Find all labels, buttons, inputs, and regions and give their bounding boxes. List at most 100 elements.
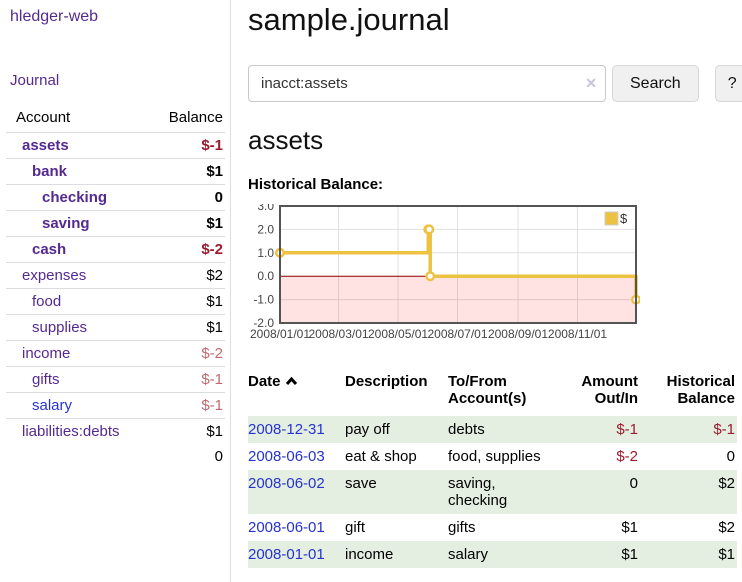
transaction-date-cell: 2008-12-31 xyxy=(248,416,345,443)
sidebar-account-saving[interactable]: saving xyxy=(42,215,90,232)
transaction-date-cell: 2008-06-03 xyxy=(248,443,345,470)
sidebar-account-checking[interactable]: checking xyxy=(42,189,108,206)
chart-x-tick-label: 2008/05/01 xyxy=(368,327,428,341)
transaction-row: 2008-06-03 eat & shop food, supplies $-2 0 xyxy=(248,443,737,470)
transaction-amount: $1 xyxy=(621,519,638,536)
accounts-header-balance: Balance xyxy=(145,105,225,133)
register-header-date: Date xyxy=(248,371,345,416)
account-row: gifts $-1 xyxy=(6,366,225,393)
transaction-balance: $2 xyxy=(718,475,735,492)
transaction-date-link[interactable]: 2008-06-01 xyxy=(248,519,325,536)
sidebar-account-income[interactable]: income xyxy=(22,345,71,362)
transaction-amount: $-2 xyxy=(616,448,638,465)
transaction-balance: 0 xyxy=(726,448,735,465)
chart-y-tick-label: 2.0 xyxy=(257,222,274,236)
transaction-accounts: food, supplies xyxy=(448,448,541,465)
chart-x-tick-label: 2008/11/01 xyxy=(548,327,607,341)
transaction-balance: $-1 xyxy=(713,421,735,438)
account-row: cash $-2 xyxy=(6,236,225,263)
register-header-description: Description xyxy=(345,373,428,390)
transaction-amount: $1 xyxy=(621,546,638,563)
account-row: salary $-1 xyxy=(6,392,225,419)
transaction-date-cell: 2008-01-01 xyxy=(248,541,345,568)
transaction-amount: $-1 xyxy=(616,421,638,438)
sidebar-account-supplies[interactable]: supplies xyxy=(32,319,88,336)
accounts-table: Account Balance assets $-1 bank $1 checking 0… xyxy=(6,105,225,469)
sidebar-account-expenses[interactable]: expenses xyxy=(22,267,87,284)
chart-y-tick-label: 1.0 xyxy=(257,246,274,260)
transaction-accounts: saving, checking xyxy=(448,475,508,509)
sidebar-account-gifts[interactable]: gifts xyxy=(32,371,60,388)
account-balance: $1 xyxy=(145,314,225,341)
account-row: checking 0 xyxy=(6,184,225,211)
transaction-description: income xyxy=(345,546,394,563)
register-table: Date Description To/From Account(s) Amou… xyxy=(248,371,737,568)
historical-balance-chart: $3.0 2.0 1.0 0.0 -1.0 -2.02008/01/012008/03/0… xyxy=(250,199,642,341)
account-balance: $2 xyxy=(145,262,225,289)
transaction-accounts: gifts xyxy=(448,519,476,536)
search-box: ✕ xyxy=(248,65,606,102)
account-balance: $-2 xyxy=(145,340,225,367)
sidebar-account-food[interactable]: food xyxy=(32,293,62,310)
chart-y-tick-label: -1.0 xyxy=(253,293,274,307)
accounts-total-balance: 0 xyxy=(214,448,223,465)
transaction-row: 2008-06-01 gift gifts $1 $2 xyxy=(248,514,737,541)
account-row: expenses $2 xyxy=(6,262,225,289)
page-title: sample.journal xyxy=(248,2,450,37)
chart-title: Historical Balance: xyxy=(248,176,384,193)
account-balance: $-2 xyxy=(145,236,225,263)
transaction-row: 2008-06-02 save saving, checking 0 $2 xyxy=(248,470,737,514)
account-balance: 0 xyxy=(145,184,225,211)
search-button[interactable]: Search xyxy=(612,65,699,102)
sidebar-item-journal[interactable]: Journal xyxy=(10,72,60,89)
transaction-description: eat & shop xyxy=(345,448,417,465)
account-balance: $-1 xyxy=(145,366,225,393)
chart-x-tick-label: 2008/03/01 xyxy=(308,327,368,341)
transaction-date-link[interactable]: 2008-06-03 xyxy=(248,448,325,465)
sidebar-account-liabilities-debts[interactable]: liabilities:debts xyxy=(22,423,120,440)
transaction-row: 2008-12-31 pay off debts $-1 $-1 xyxy=(248,416,737,443)
account-balance: $1 xyxy=(145,288,225,315)
sidebar-account-cash[interactable]: cash xyxy=(32,241,67,258)
accounts-header-account: Account xyxy=(6,105,146,133)
register-header-amount: Amount Out/In xyxy=(581,373,638,407)
transaction-description: pay off xyxy=(345,421,390,438)
account-row: saving $1 xyxy=(6,210,225,237)
transaction-date-cell: 2008-06-01 xyxy=(248,514,345,541)
chart-y-tick-label: 0.0 xyxy=(257,269,274,283)
chart-legend-label: $ xyxy=(620,211,628,226)
account-row: income $-2 xyxy=(6,340,225,367)
search-input[interactable] xyxy=(248,65,606,102)
sidebar-account-bank[interactable]: bank xyxy=(32,163,68,180)
transaction-date-cell: 2008-06-02 xyxy=(248,470,345,514)
chart-y-tick-label: -2.0 xyxy=(253,316,274,330)
account-row: bank $1 xyxy=(6,158,225,185)
account-balance: $-1 xyxy=(145,392,225,419)
transaction-accounts: salary xyxy=(448,546,489,563)
account-balance: $1 xyxy=(145,210,225,237)
help-button[interactable]: ? xyxy=(714,65,742,102)
account-row: liabilities:debts $1 xyxy=(6,418,225,444)
transaction-date-link[interactable]: 2008-12-31 xyxy=(248,421,325,438)
app-title-link[interactable]: hledger-web xyxy=(10,8,99,25)
sidebar: hledger-web Journal Account Balance asse… xyxy=(0,0,231,582)
chart-y-tick-label: 3.0 xyxy=(257,204,274,213)
transaction-date-link[interactable]: 2008-01-01 xyxy=(248,546,325,563)
account-row: food $1 xyxy=(6,288,225,315)
transaction-row: 2008-01-01 income salary $1 $1 xyxy=(248,541,737,568)
transaction-description: save xyxy=(345,475,377,492)
chart-negative-region xyxy=(280,276,636,323)
transaction-date-link[interactable]: 2008-06-02 xyxy=(248,475,325,492)
chart-data-marker xyxy=(425,271,436,282)
chart-x-tick-label: 2008/07/01 xyxy=(427,327,487,341)
sidebar-account-salary[interactable]: salary xyxy=(32,397,73,414)
sidebar-account-assets[interactable]: assets xyxy=(22,137,69,154)
accounts-total-row: 0 xyxy=(6,444,225,469)
main-content: sample.journal ✕ Search ? assets Histori… xyxy=(231,0,742,582)
chevron-up-icon xyxy=(285,373,298,390)
account-heading: assets xyxy=(248,125,324,155)
clear-search-icon[interactable]: ✕ xyxy=(585,75,597,91)
transaction-amount: 0 xyxy=(629,475,638,492)
account-row: assets $-1 xyxy=(6,133,225,159)
